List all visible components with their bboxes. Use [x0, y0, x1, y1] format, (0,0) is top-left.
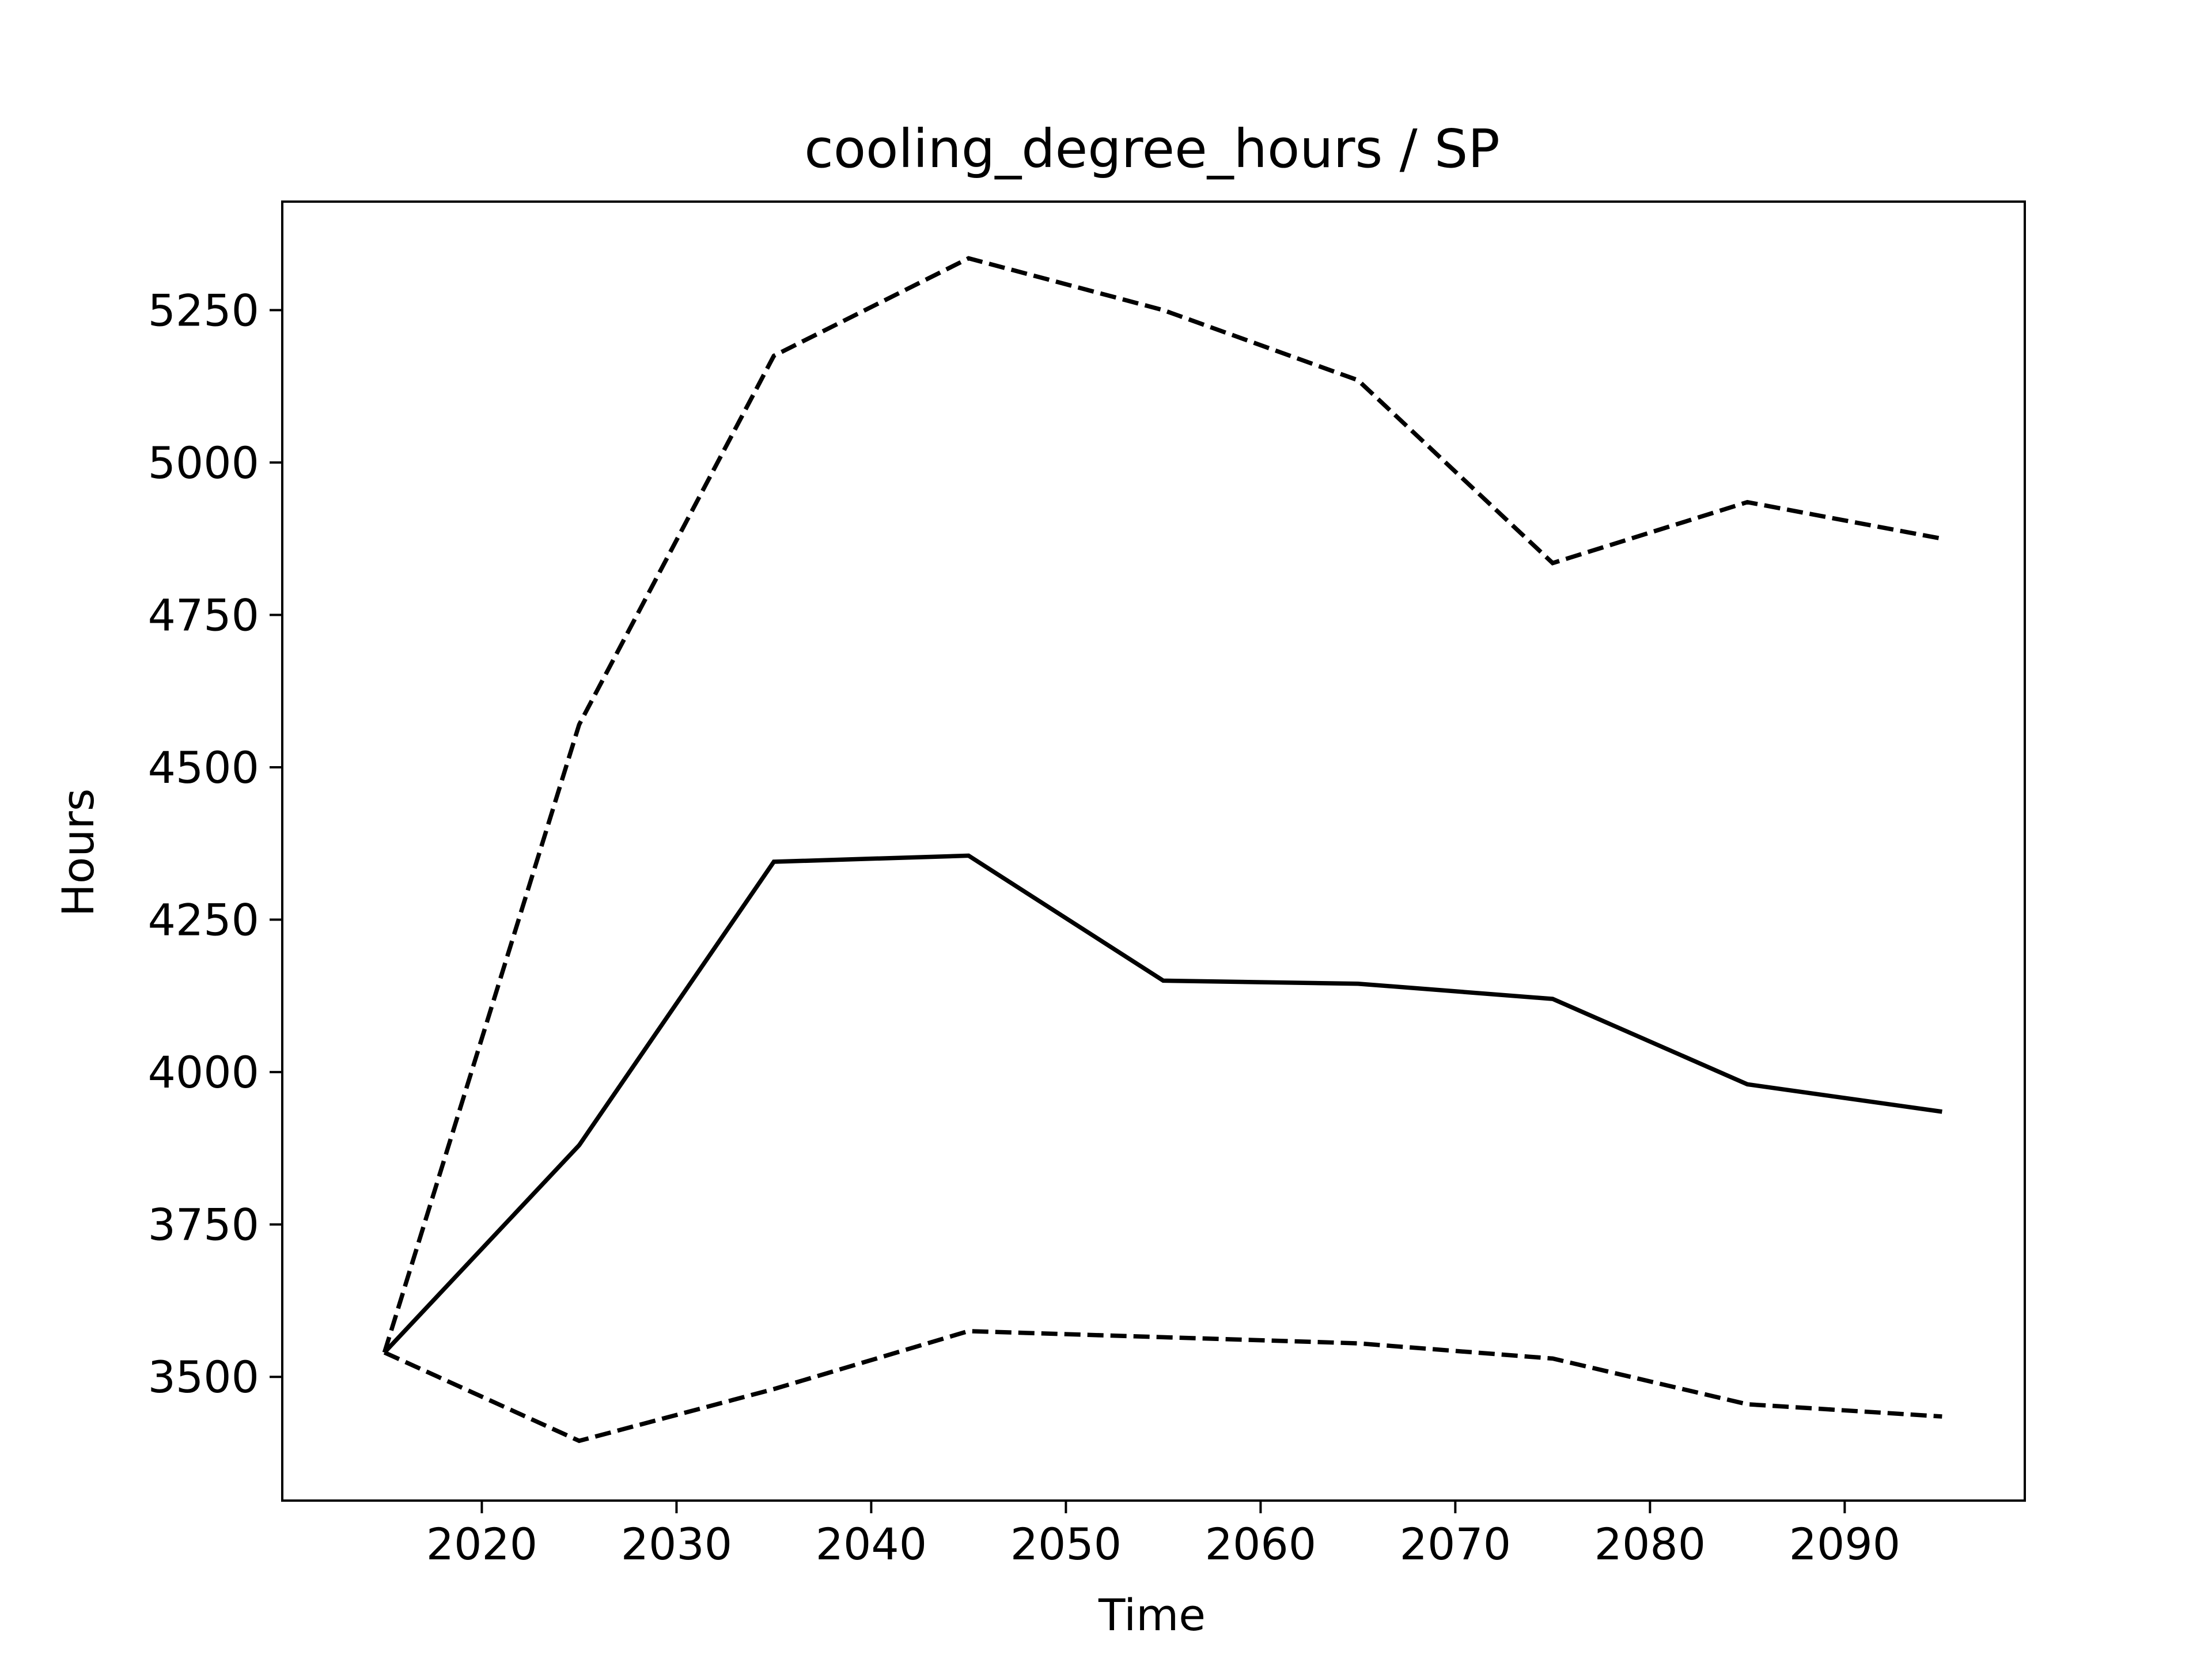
x-tick-label: 2050 — [1010, 1518, 1122, 1570]
x-tick-label: 2060 — [1205, 1518, 1316, 1570]
y-tick-label: 4750 — [148, 589, 259, 641]
x-tick-label: 2040 — [816, 1518, 927, 1570]
y-tick-label: 4500 — [148, 742, 259, 793]
series-line-1 — [382, 256, 1943, 1354]
y-tick-label: 4250 — [148, 895, 259, 946]
series-line-0 — [382, 853, 1942, 1354]
ticks-layer: 2020 2030 2040 2050 2060 2070 2080 2090 3500 3750… — [148, 285, 1900, 1570]
y-tick-label: 3750 — [148, 1199, 259, 1251]
plot-area: cooling_degree_hours / SP Time Hours 202… — [52, 118, 2026, 1641]
axes-frame — [281, 200, 2026, 1502]
x-tick-label: 2030 — [621, 1518, 732, 1570]
series-line-2 — [383, 1329, 1942, 1444]
chart-title: cooling_degree_hours / SP — [804, 118, 1499, 180]
x-axis-label: Time — [1098, 1589, 1206, 1641]
x-tick-label: 2090 — [1789, 1518, 1900, 1570]
y-axis-label: Hours — [52, 789, 104, 917]
x-tick-label: 2080 — [1594, 1518, 1706, 1570]
y-tick-label: 5250 — [148, 285, 259, 336]
y-tick-label: 3500 — [148, 1351, 259, 1403]
x-tick-label: 2020 — [426, 1518, 537, 1570]
y-tick-label: 5000 — [148, 437, 259, 488]
y-tick-label: 4000 — [148, 1047, 259, 1098]
series-layer — [382, 256, 1943, 1444]
x-tick-label: 2070 — [1400, 1518, 1511, 1570]
